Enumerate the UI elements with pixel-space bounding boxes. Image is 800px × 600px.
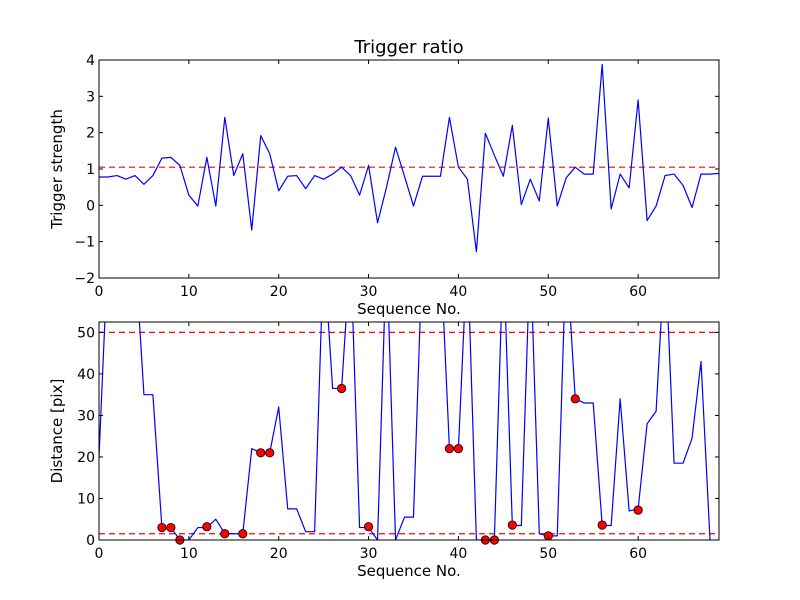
data-marker bbox=[444, 444, 455, 454]
y-axis-title-bottom: Distance [pix] bbox=[48, 379, 66, 484]
x-tick-label: 0 bbox=[95, 546, 104, 562]
x-tick-label: 30 bbox=[360, 546, 378, 562]
y-tick-label: 50 bbox=[77, 325, 95, 341]
x-tick-label: 40 bbox=[450, 546, 468, 562]
x-tick-label: 40 bbox=[450, 284, 468, 300]
x-axis-title-top: Sequence No. bbox=[357, 300, 461, 318]
y-tick-label: 3 bbox=[86, 89, 95, 105]
y-tick-label: −1 bbox=[74, 235, 95, 251]
y-tick-label: 2 bbox=[86, 126, 95, 142]
data-marker bbox=[570, 394, 580, 404]
data-marker bbox=[597, 520, 607, 530]
y-tick-label: 4 bbox=[86, 53, 95, 69]
x-axis-title-bottom: Sequence No. bbox=[357, 562, 461, 580]
distance-series-layer bbox=[99, 322, 719, 540]
tick-layer-bottom: 0 10 20 30 40 50 60 0 10 20 30 40 50 bbox=[77, 322, 719, 562]
data-marker bbox=[202, 522, 212, 532]
x-tick-label: 50 bbox=[539, 284, 557, 300]
data-marker bbox=[166, 522, 176, 533]
y-tick-label: 30 bbox=[77, 408, 95, 424]
x-tick-label: 60 bbox=[629, 546, 647, 562]
y-tick-label: 1 bbox=[86, 162, 95, 178]
data-marker bbox=[507, 520, 517, 530]
x-tick-label: 20 bbox=[270, 284, 288, 300]
trigger-ratio-panel: Trigger ratio 0 10 20 30 40 50 60 −2 −1 0 1 2 3 4 Seq… bbox=[48, 37, 720, 318]
data-marker bbox=[220, 529, 230, 539]
data-marker bbox=[157, 522, 167, 533]
data-marker bbox=[633, 505, 643, 515]
data-marker bbox=[363, 522, 374, 532]
data-marker bbox=[256, 448, 266, 458]
y-tick-label: 0 bbox=[86, 533, 95, 549]
data-marker bbox=[337, 383, 347, 394]
trigger-series-layer bbox=[99, 63, 719, 253]
data-marker bbox=[265, 448, 275, 458]
chart-title: Trigger ratio bbox=[353, 37, 463, 58]
y-axis-title-top: Trigger strength bbox=[48, 109, 66, 230]
x-tick-label: 10 bbox=[180, 284, 198, 300]
plot-frame-bottom bbox=[98, 321, 720, 541]
data-marker bbox=[238, 529, 248, 539]
y-tick-label: 0 bbox=[86, 198, 95, 214]
distance-panel: 0 10 20 30 40 50 60 0 10 20 30 40 50 Sequence No. Di… bbox=[48, 321, 720, 580]
series-line bbox=[99, 63, 719, 253]
y-tick-label: 20 bbox=[77, 450, 95, 466]
y-tick-label: 10 bbox=[77, 491, 95, 507]
x-tick-label: 20 bbox=[270, 546, 288, 562]
tick-layer-top: 0 10 20 30 40 50 60 −2 −1 0 1 2 3 4 bbox=[74, 53, 719, 300]
x-tick-label: 60 bbox=[629, 284, 647, 300]
x-tick-label: 10 bbox=[180, 546, 198, 562]
series-line bbox=[99, 322, 711, 540]
y-tick-label: −2 bbox=[74, 271, 95, 287]
x-tick-label: 0 bbox=[95, 284, 104, 300]
x-tick-label: 50 bbox=[539, 546, 557, 562]
y-tick-label: 40 bbox=[77, 367, 95, 383]
x-tick-label: 30 bbox=[360, 284, 378, 300]
data-marker bbox=[453, 444, 464, 454]
